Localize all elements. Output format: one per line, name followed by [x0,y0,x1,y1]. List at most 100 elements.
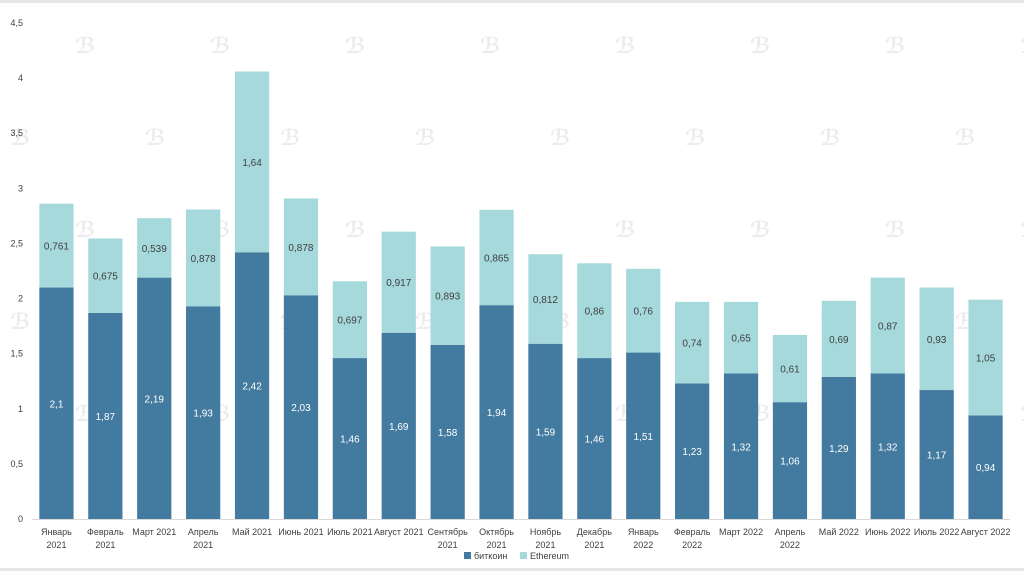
bar-ethereum [234,71,270,253]
data-label-bitcoin: 1,29 [829,444,849,455]
x-tick-label: Март 2021 [132,527,176,537]
data-label-ethereum: 0,675 [93,272,118,283]
legend-swatch-bitcoin [464,552,471,559]
x-tick-label: Июнь 2022 [865,527,910,537]
bar-ethereum [137,218,172,278]
bar-bitcoin [821,376,856,519]
bar-bitcoin [479,305,514,519]
x-tick-label: Май 2021 [232,527,272,537]
data-label-bitcoin: 1,93 [193,409,213,420]
bar-bitcoin [88,312,123,519]
bar-ethereum [186,209,221,307]
x-tick-label: Июль 2021 [327,527,372,537]
y-tick-label: 0,5 [10,459,23,469]
bar-ethereum [381,231,416,333]
watermark-logo: ℬ [885,34,905,59]
watermark-logo: ℬ [615,34,635,59]
data-label-ethereum: 0,865 [484,253,509,264]
watermark-logo: ℬ [685,126,705,151]
legend-swatch-ethereum [520,552,527,559]
bar-bitcoin [332,358,367,519]
y-tick-label: 4 [18,73,23,83]
legend: биткоин Ethereum [464,551,569,561]
data-label-bitcoin: 1,32 [878,442,898,453]
watermark-logo: ℬ [955,126,975,151]
bar-ethereum [528,254,563,344]
bar-bitcoin [919,390,954,519]
bar-ethereum [968,299,1003,416]
bar-bitcoin [528,343,563,519]
data-label-bitcoin: 1,32 [731,442,751,453]
bar-bitcoin [675,383,710,519]
legend-label-ethereum: Ethereum [530,551,569,561]
y-tick-label: 1,5 [10,349,23,359]
bar-ethereum [332,281,367,359]
y-tick-label: 0 [18,514,23,524]
watermark-logo: ℬ [210,34,230,59]
legend-label-bitcoin: биткоин [474,551,507,561]
x-tick-label: Апрель 2021 [188,527,219,550]
bar-ethereum [821,300,856,377]
watermark-logo: ℬ [345,218,365,243]
bar-ethereum [626,268,661,353]
bar-ethereum [577,263,612,359]
data-label-bitcoin: 1,46 [585,435,605,446]
bar-bitcoin [381,332,416,519]
bars-layer: 2,1 0,761 1,87 0,675 2,19 0,539 1,93 0,878 2,42 1… [39,71,1003,520]
data-label-bitcoin: 1,59 [536,427,556,438]
watermark-logo: ℬ [415,126,435,151]
y-tick-label: 1 [18,404,23,414]
x-tick-label: Июль 2022 [914,527,959,537]
bar-bitcoin [968,415,1003,519]
bar-ethereum [283,198,319,296]
data-label-bitcoin: 1,23 [682,447,702,458]
x-tick-label: Март 2022 [719,527,763,537]
watermark-logo: ℬ [345,34,365,59]
x-tick-label: Апрель 2022 [775,527,806,550]
data-label-ethereum: 0,61 [780,365,800,376]
watermark-logo: ℬ [280,126,300,151]
data-label-bitcoin: 1,58 [438,428,458,439]
watermark-logo: ℬ [615,218,635,243]
bar-ethereum [39,203,74,288]
data-label-bitcoin: 1,51 [634,432,654,443]
data-label-ethereum: 0,76 [634,307,654,318]
data-label-ethereum: 0,878 [288,243,313,254]
x-tick-label: Февраль 2021 [87,527,124,550]
data-label-ethereum: 0,93 [927,335,947,346]
x-tick-label: Октябрь 2021 [479,527,514,550]
x-tick-label: Февраль 2022 [674,527,711,550]
data-label-ethereum: 0,87 [878,322,898,333]
watermark-logo: ℬ [885,218,905,243]
data-label-bitcoin: 2,42 [242,382,262,393]
bar-bitcoin [430,344,465,519]
watermark-logo: ℬ [820,126,840,151]
watermark-logo: ℬ [1020,218,1024,243]
y-tick-label: 2,5 [10,238,23,248]
y-tick-label: 4,5 [10,18,23,28]
data-label-bitcoin: 1,69 [389,422,409,433]
data-label-ethereum: 0,86 [585,307,605,318]
data-label-bitcoin: 1,46 [340,435,360,446]
watermark-logo: ℬ [10,126,30,151]
watermark-logo: ℬ [75,218,95,243]
bar-bitcoin [723,373,759,519]
watermark-logo: ℬ [415,310,435,335]
x-tick-label: Декабрь 2021 [577,527,612,550]
bar-bitcoin [186,306,221,519]
bar-bitcoin [626,352,661,519]
x-tick-label: Август 2022 [961,527,1011,537]
bar-ethereum [772,334,808,403]
x-tick-label: Сентябрь 2021 [427,527,468,550]
data-label-ethereum: 0,812 [533,295,558,306]
data-label-bitcoin: 2,03 [291,403,311,414]
x-tick-label: Ноябрь 2021 [530,527,562,550]
bar-bitcoin [234,252,270,520]
data-label-ethereum: 0,65 [731,334,751,345]
watermark-logo: ℬ [1020,402,1024,427]
data-label-bitcoin: 2,19 [145,394,165,405]
bar-bitcoin [283,295,319,519]
watermark-logo: ℬ [75,34,95,59]
data-label-ethereum: 0,761 [44,242,69,253]
